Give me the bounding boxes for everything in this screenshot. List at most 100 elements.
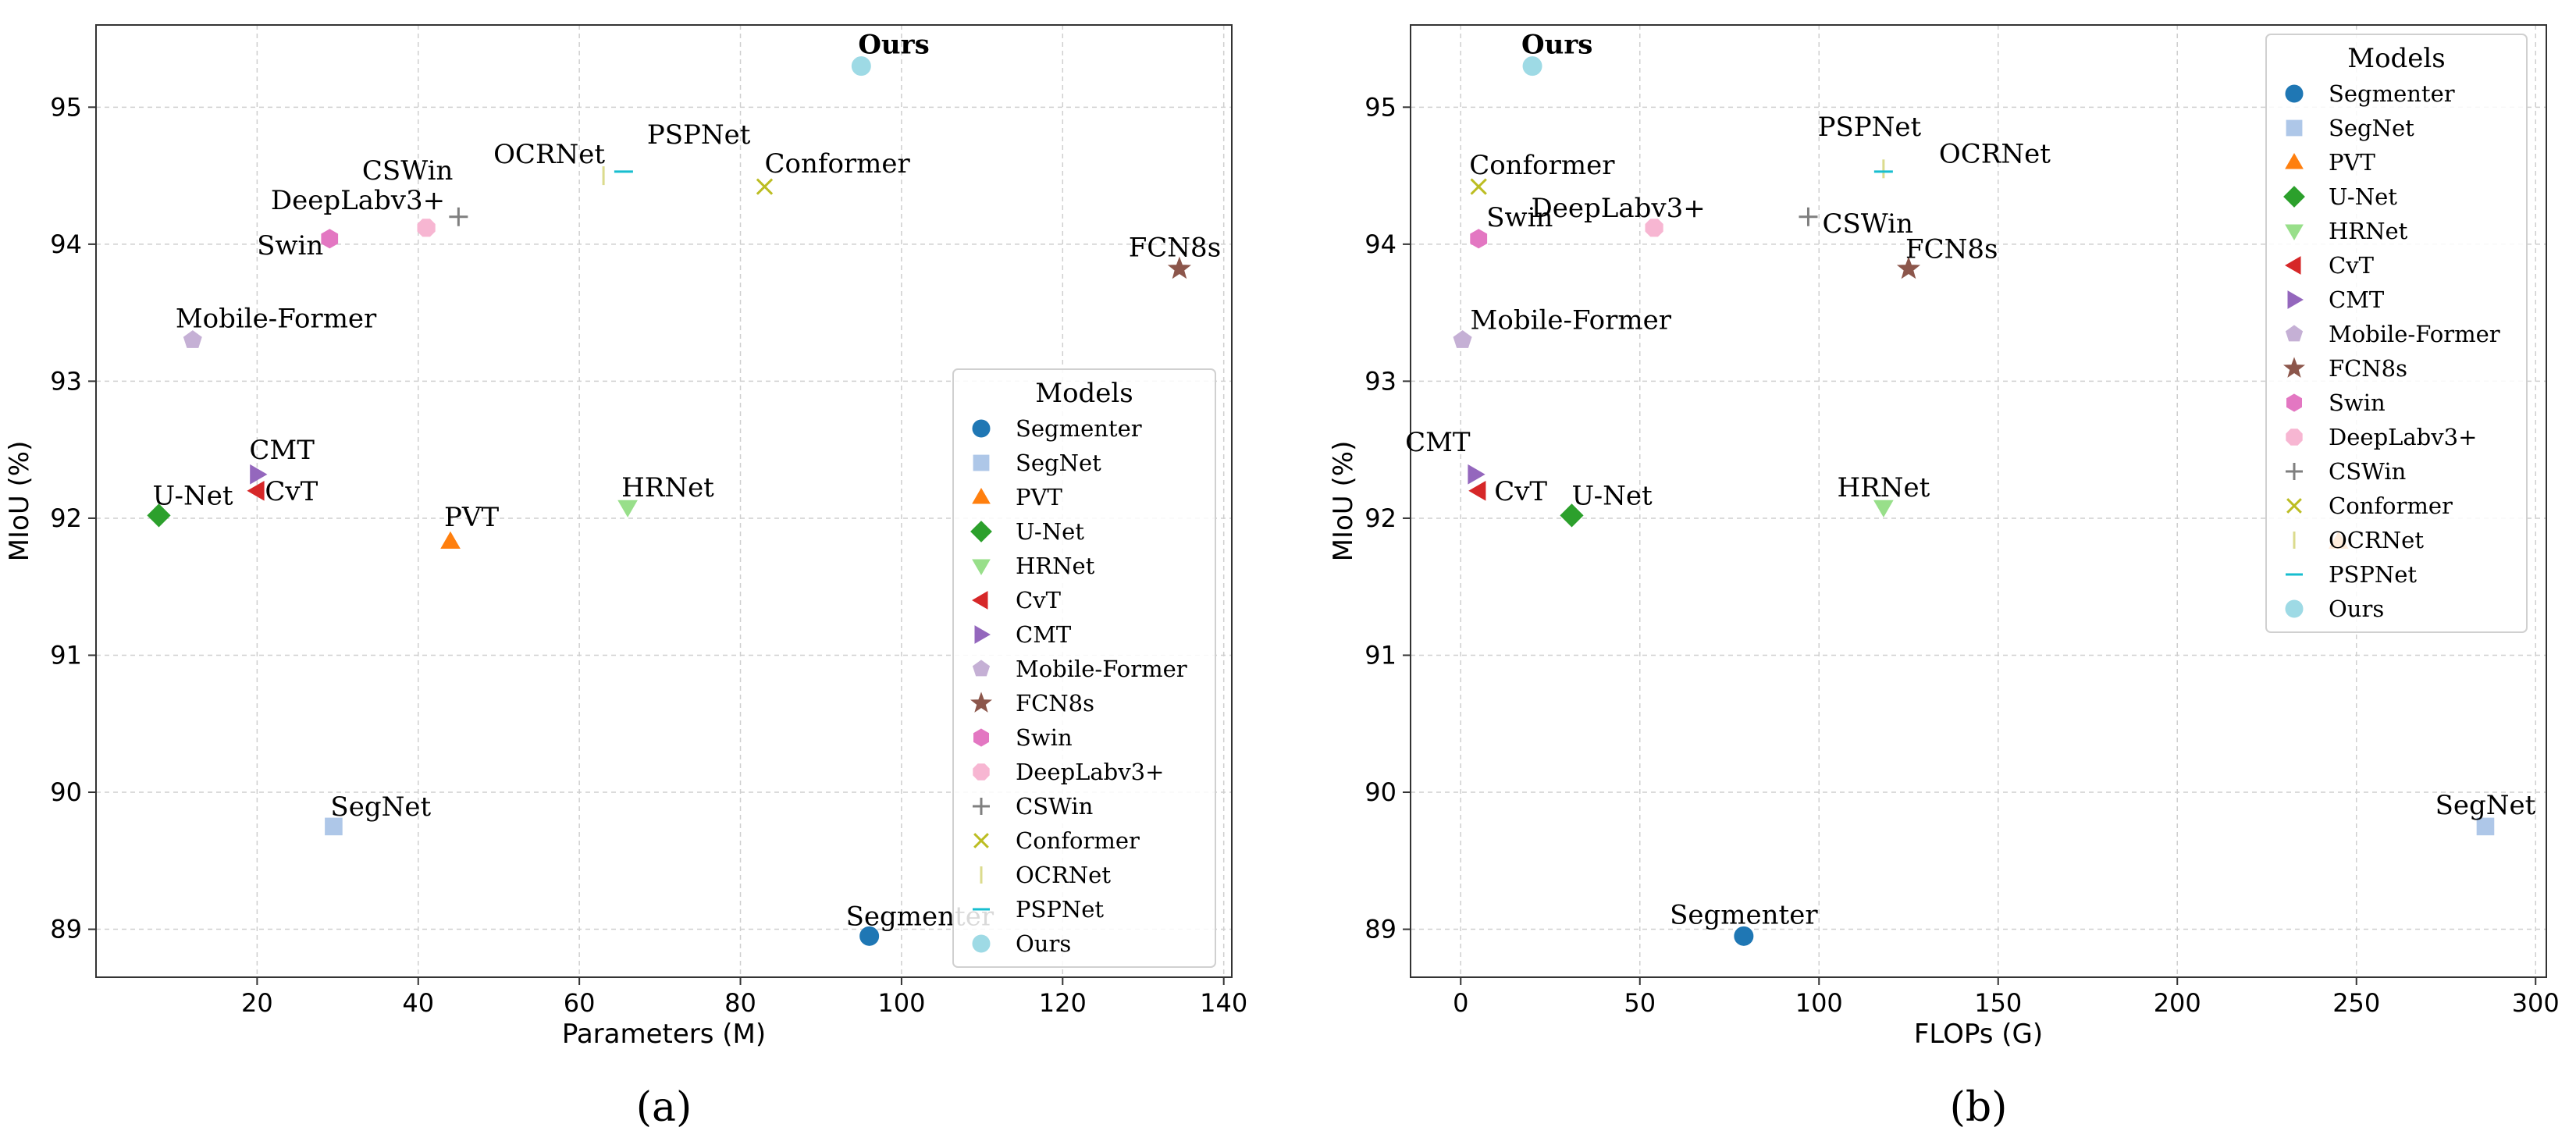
- point-cvt: [247, 481, 265, 501]
- legend-label: SegNet: [2329, 115, 2414, 141]
- y-axis: 89 90 91 92 93 94 95: [50, 92, 96, 944]
- data-points: Segmenter SegNet U-Net HRNet CvT CMT Mobile-Fo…: [1405, 30, 2536, 946]
- point-cswin: [1799, 207, 1818, 226]
- legend-marker-ours: [2285, 599, 2304, 618]
- point-swin: [321, 229, 339, 249]
- legend-marker-cvt: [972, 591, 988, 610]
- x-tick-label: 120: [1039, 988, 1087, 1018]
- legend-marker-conformer: [2286, 498, 2302, 514]
- legend-item-deeplabv3: DeepLabv3+: [973, 759, 1164, 785]
- x-tick-label: 0: [1453, 988, 1468, 1018]
- legend-label: PVT: [2329, 149, 2375, 176]
- x-tick-label: 50: [1624, 988, 1656, 1018]
- point-label-swin: Swin: [257, 230, 323, 261]
- legend-item-fcn8s: FCN8s: [970, 690, 1094, 717]
- legend-label: Ours: [2329, 596, 2384, 622]
- legend-box: [952, 368, 1216, 968]
- legend-item-swin: Swin: [2286, 389, 2386, 416]
- y-tick-label: 93: [1364, 366, 1397, 396]
- legend-marker-cmt: [2287, 290, 2304, 309]
- legend-item-segnet: SegNet: [2286, 115, 2414, 141]
- legend-marker-segnet: [2286, 119, 2303, 137]
- point-deeplabv3: [417, 219, 436, 237]
- point-label-hrnet: HRNet: [621, 472, 714, 503]
- legend-label: Segmenter: [1016, 415, 1142, 442]
- legend-marker-mobile-former: [972, 660, 991, 677]
- legend-label: Conformer: [2329, 493, 2453, 519]
- legend-marker-hrnet: [972, 559, 991, 575]
- x-tick-label: 80: [724, 988, 756, 1018]
- y-tick-label: 89: [50, 915, 82, 944]
- y-axis: 89 90 91 92 93 94 95: [1364, 92, 1411, 944]
- point-label-conformer: Conformer: [764, 148, 910, 180]
- x-tick-label: 20: [241, 988, 273, 1018]
- y-tick-label: 95: [50, 92, 82, 122]
- point-fcn8s: [1167, 256, 1191, 279]
- legend-title: Models: [1035, 378, 1133, 409]
- point-cswin: [449, 207, 468, 226]
- point-label-pspnet: PSPNet: [647, 119, 751, 151]
- y-tick-label: 91: [1364, 640, 1397, 670]
- legend-item-mobile-former: Mobile-Former: [2285, 321, 2500, 347]
- point-cmt: [250, 464, 268, 485]
- legend-label: PSPNet: [1016, 896, 1104, 923]
- legend-marker-cvt: [2285, 256, 2301, 275]
- legend-label: HRNet: [1016, 553, 1095, 579]
- point-label-deeplabv3: DeepLabv3+: [1532, 193, 1706, 224]
- y-tick-label: 90: [50, 777, 82, 807]
- legend-label: CMT: [1016, 621, 1072, 648]
- legend-label: Conformer: [1016, 827, 1140, 854]
- legend-label: HRNet: [2329, 218, 2408, 244]
- panel-caption: (a): [636, 1084, 692, 1131]
- point-pvt: [440, 531, 461, 549]
- x-axis-label: FLOPs (G): [1914, 1019, 2043, 1050]
- legend-item-mobile-former: Mobile-Former: [972, 656, 1187, 682]
- legend-item-ocrnet: OCRNet: [2293, 527, 2424, 553]
- y-tick-label: 94: [50, 229, 82, 259]
- point-mobile-former: [183, 330, 202, 348]
- legend-label: CSWin: [1016, 793, 1093, 820]
- point-label-ours: Ours: [1521, 30, 1592, 61]
- legend-marker-segnet: [973, 454, 990, 471]
- legend-label: Mobile-Former: [2329, 321, 2500, 347]
- point-label-conformer: Conformer: [1469, 150, 1615, 181]
- legend-marker-u-net: [2283, 186, 2305, 208]
- y-tick-label: 92: [50, 503, 82, 533]
- point-label-mobile-former: Mobile-Former: [176, 304, 377, 335]
- legend-marker-conformer: [973, 833, 989, 848]
- point-label-segnet: SegNet: [330, 791, 431, 823]
- point-label-swin: Swin: [1486, 202, 1553, 233]
- legend-item-deeplabv3: DeepLabv3+: [2286, 424, 2477, 450]
- legend-label: OCRNet: [1016, 862, 1111, 888]
- point-mobile-former: [1453, 330, 1472, 348]
- y-tick-label: 93: [50, 366, 82, 396]
- legend-item-pspnet: PSPNet: [973, 896, 1104, 923]
- x-tick-label: 250: [2332, 988, 2380, 1018]
- point-label-segmenter: Segmenter: [1670, 899, 1818, 930]
- x-axis-label: Parameters (M): [562, 1019, 766, 1050]
- y-tick-label: 92: [1364, 503, 1397, 533]
- panel-a: 20 40 60 80 100 120 140 89 90 91 92 93 94 95 Parameter…: [4, 24, 1247, 1131]
- y-tick-label: 94: [1364, 229, 1397, 259]
- y-axis-label: MIoU (%): [4, 441, 35, 562]
- y-tick-label: 90: [1364, 777, 1397, 807]
- legend-item-cvt: CvT: [2285, 252, 2375, 279]
- legend-item-pvt: PVT: [2285, 149, 2375, 176]
- point-deeplabv3: [1645, 219, 1663, 237]
- x-axis: 20 40 60 80 100 120 140: [241, 977, 1247, 1018]
- panel-caption: (b): [1950, 1084, 2008, 1131]
- point-ours: [851, 56, 871, 76]
- point-label-ocrnet: OCRNet: [1939, 138, 2051, 169]
- legend-marker-swin: [2286, 393, 2302, 412]
- point-segmenter: [859, 926, 880, 946]
- point-label-fcn8s: FCN8s: [1905, 233, 1998, 265]
- legend-marker-u-net: [970, 521, 992, 542]
- x-tick-label: 150: [1974, 988, 2022, 1018]
- legend-marker-swin: [973, 728, 989, 747]
- point-label-segnet: SegNet: [2435, 790, 2536, 821]
- point-label-u-net: U-Net: [1572, 480, 1653, 511]
- legend-label: OCRNet: [2329, 527, 2424, 553]
- legend-box: [2265, 34, 2528, 633]
- point-label-ocrnet: OCRNet: [493, 139, 605, 170]
- point-fcn8s: [1896, 256, 1921, 279]
